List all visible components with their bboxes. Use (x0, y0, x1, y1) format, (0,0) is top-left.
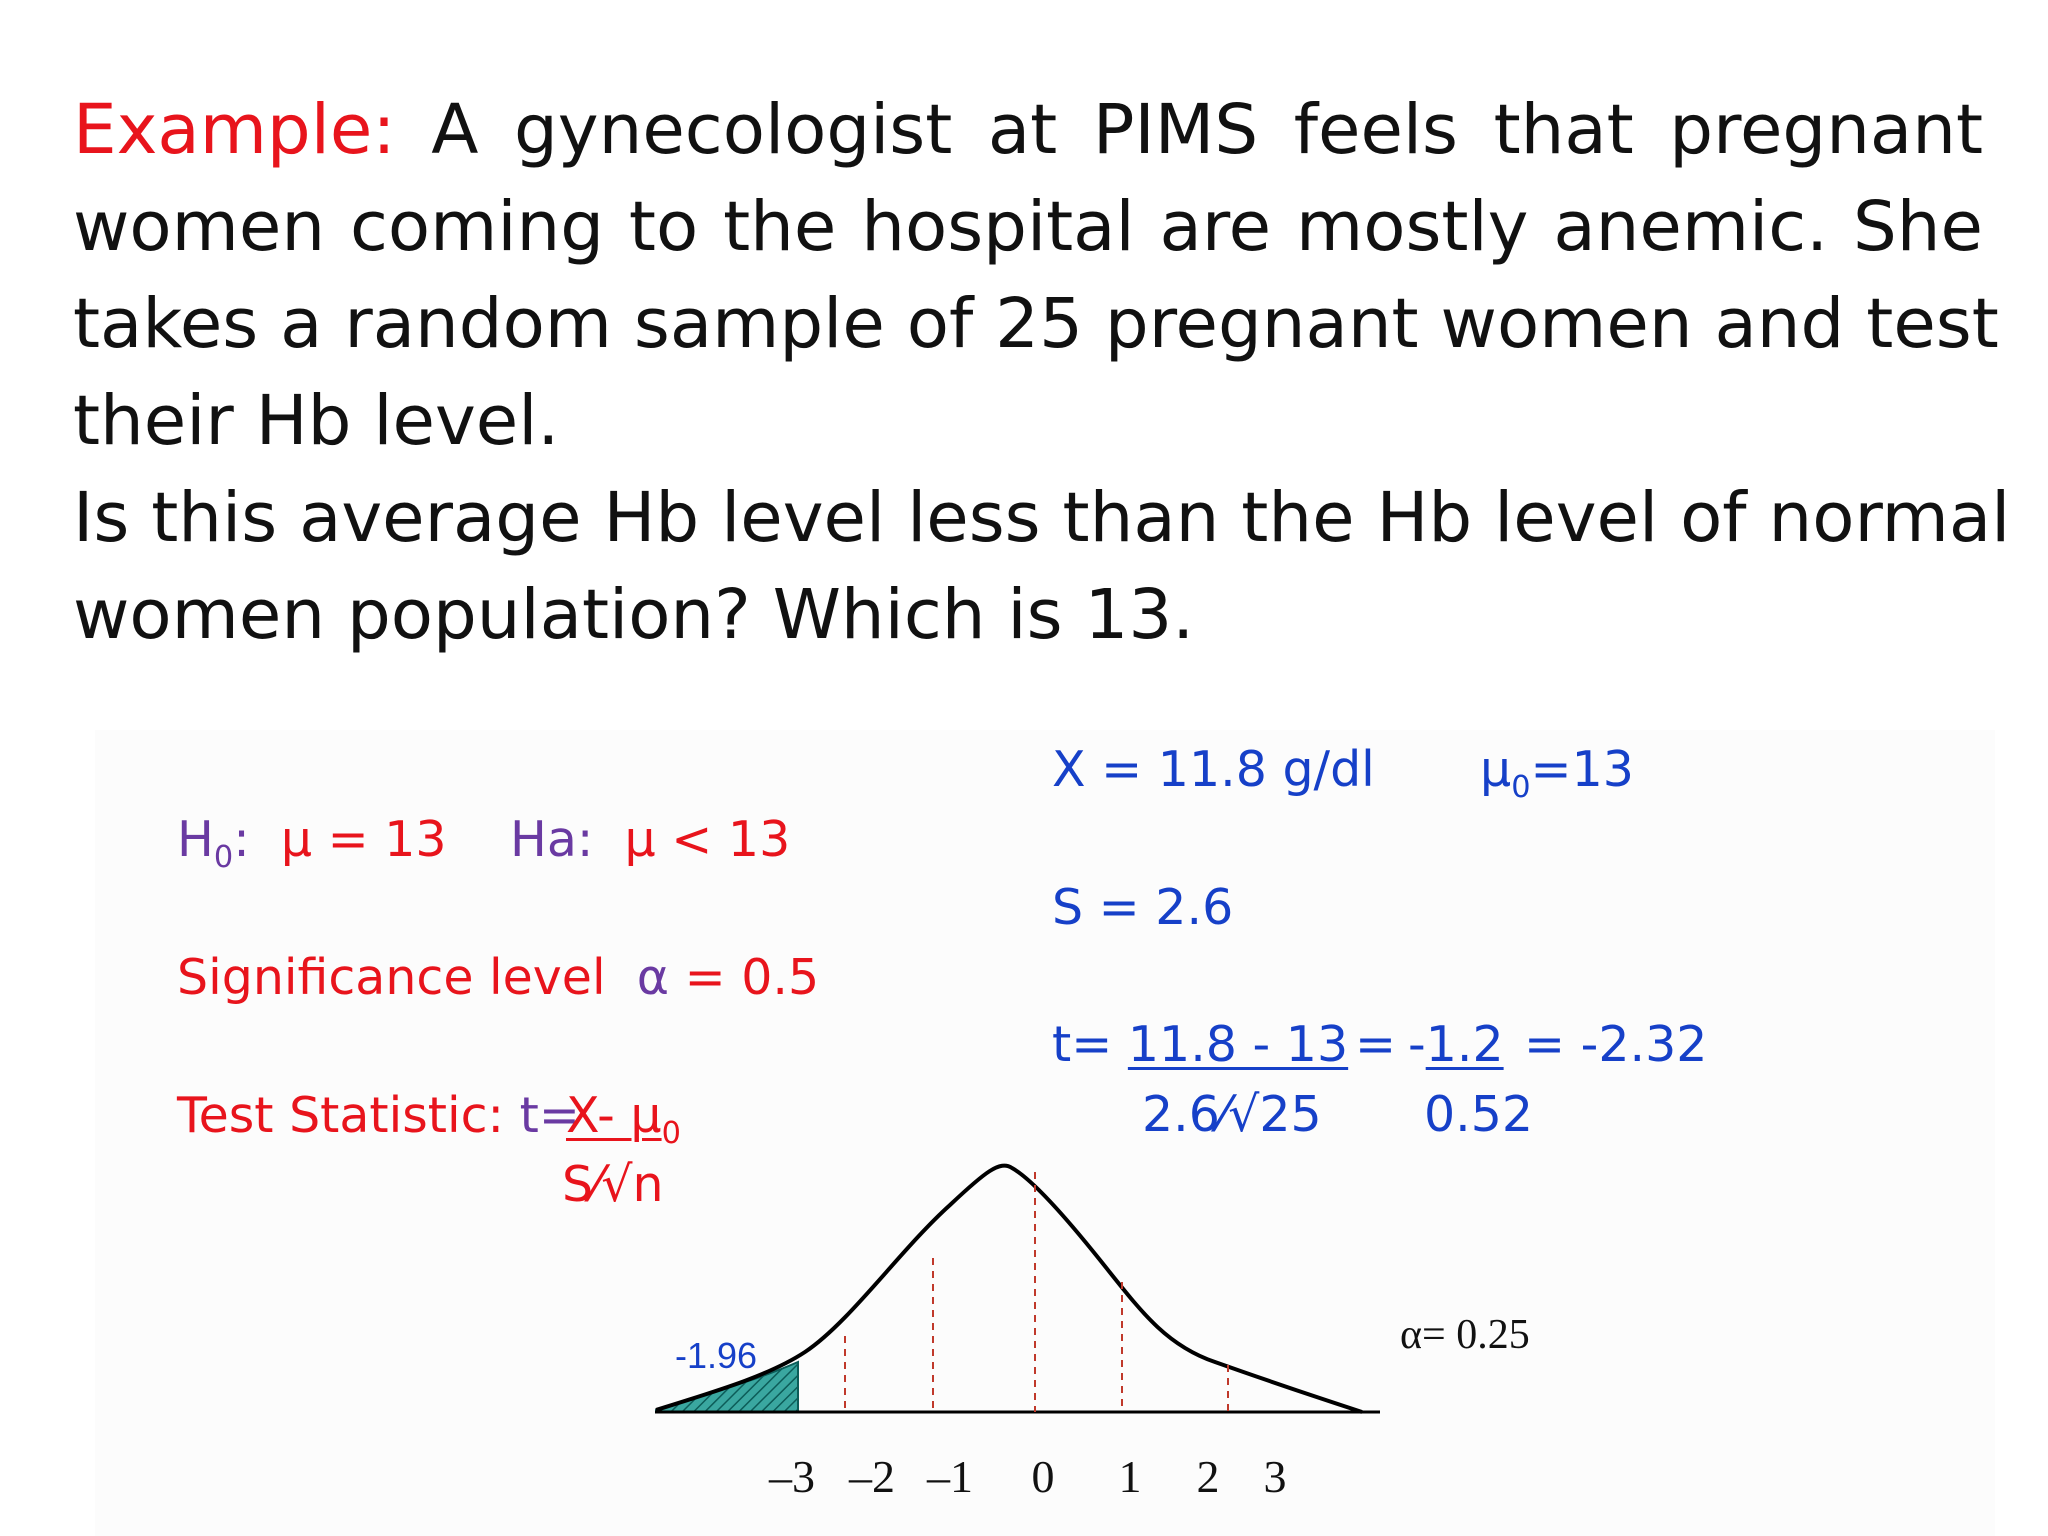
problem-line-6: women population? Which is 13. (73, 575, 1195, 655)
formula-numerator-sub: 0 (661, 1115, 681, 1151)
h0-value: μ = 13 (280, 811, 447, 868)
problem-text-1: A gynecologist at PIMS feels that pregna… (431, 90, 1984, 170)
x-tick-label: 1 (1119, 1451, 1142, 1502)
formula-numerator: X- μ0 (566, 1086, 681, 1148)
ha-label: Ha: (510, 811, 594, 868)
calc-eq1: = (1355, 1016, 1397, 1073)
calc-t-prefix: t= (1052, 1016, 1113, 1073)
formula-numerator-text: X- μ0 (566, 1087, 681, 1148)
x-tick-label: –3 (768, 1451, 815, 1502)
x-tick-label: 3 (1264, 1451, 1287, 1502)
solution-panel (95, 730, 1995, 1536)
test-statistic: Test Statistic: t= (177, 1086, 580, 1146)
problem-line-5: Is this average Hb level less than the H… (73, 478, 2011, 558)
h0-subscript: 0 (213, 839, 234, 875)
problem-line-3: takes a random sample of 25 pregnant wom… (73, 284, 1999, 364)
test-statistic-label: Test Statistic: (177, 1087, 505, 1144)
alpha-annotation: α= 0.25 (1400, 1312, 1530, 1358)
calc-den2: 0.52 (1424, 1086, 1534, 1143)
calc-numerator: 11.8 - 13 (1127, 1016, 1349, 1073)
significance-label: Significance level (177, 949, 606, 1006)
t-prefix: t= (519, 1087, 580, 1144)
calc-intermediate: -1.2 (1408, 1015, 1504, 1075)
calc-result: = -2.32 (1524, 1016, 1708, 1073)
alternative-hypothesis: Ha: μ < 13 (510, 810, 790, 870)
t-calculation-row1: t= 11.8 - 13 (1052, 1015, 1348, 1075)
x-tick-label: –2 (848, 1451, 895, 1502)
calc-minus: - (1408, 1016, 1426, 1073)
null-hypothesis: H0: μ = 13 (177, 810, 447, 872)
x-tick-label: –1 (926, 1451, 973, 1502)
calc-denominator: 2.6⁄√25 (1142, 1086, 1322, 1143)
sample-mean: X = 11.8 g/dl (1052, 741, 1375, 798)
formula-numerator-expr: X- μ (566, 1087, 662, 1144)
h0-label: H (177, 811, 214, 868)
x-tick-label: 0 (1032, 1451, 1055, 1502)
problem-line-4: their Hb level. (73, 381, 560, 461)
ha-value: μ < 13 (624, 811, 791, 868)
significance-level: Significance level α = 0.5 (177, 948, 819, 1008)
problem-line-1: Example: A gynecologist at PIMS feels th… (73, 82, 1983, 179)
problem-line-2: women coming to the hospital are mostly … (73, 187, 1983, 267)
formula-denominator: S⁄√n (562, 1156, 664, 1213)
mu0-label: μ (1480, 741, 1512, 798)
sample-sd: S = 2.6 (1052, 879, 1234, 936)
critical-value-label: -1.96 (675, 1335, 757, 1376)
density-curve (655, 1163, 1363, 1414)
significance-value: = 0.5 (684, 949, 820, 1006)
h0-colon: : (233, 811, 250, 868)
x-tick-label: 2 (1197, 1451, 1220, 1502)
alpha-symbol: α (636, 949, 670, 1006)
example-label: Example: (73, 90, 396, 170)
calc-num2: 1.2 (1425, 1016, 1504, 1073)
mu0-value: =13 (1530, 741, 1634, 798)
mu0-subscript: 0 (1511, 769, 1531, 805)
population-mean: μ0=13 (1480, 740, 1634, 802)
